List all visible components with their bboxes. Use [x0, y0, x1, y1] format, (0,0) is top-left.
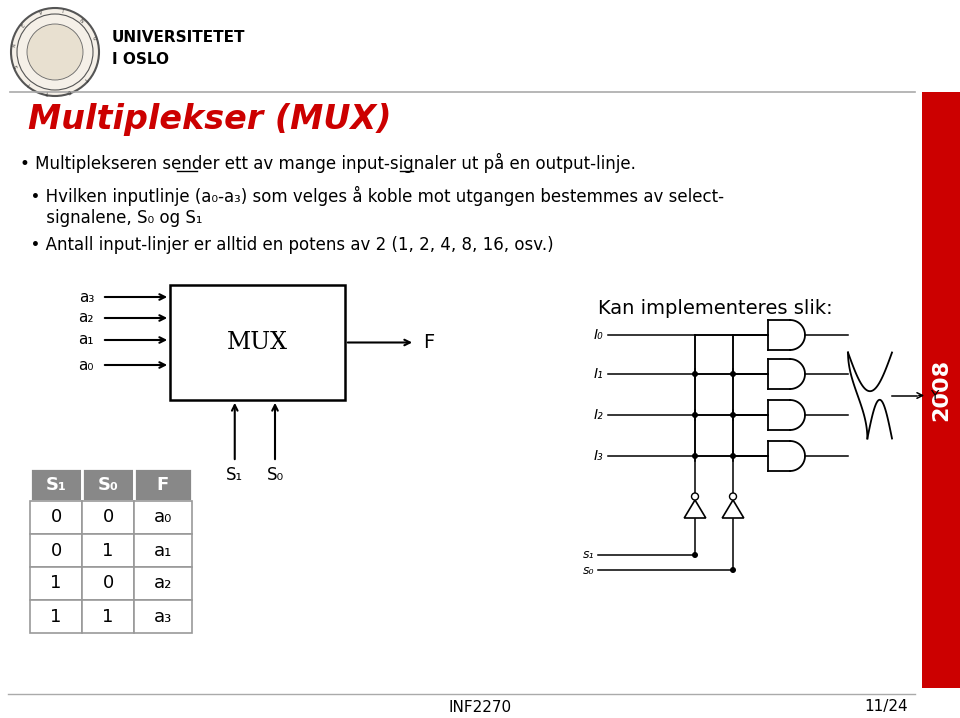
Text: I OSLO: I OSLO [112, 52, 169, 67]
Circle shape [11, 8, 99, 96]
Text: S: S [13, 64, 19, 68]
Text: a₂: a₂ [154, 574, 172, 592]
Text: Kan implementeres slik:: Kan implementeres slik: [598, 299, 832, 317]
Text: • Multiplekseren sender ett av mange input-signaler ut på en output-linje.: • Multiplekseren sender ett av mange inp… [20, 153, 636, 173]
Text: 0: 0 [103, 508, 113, 526]
Bar [30, 534, 82, 567]
Text: 11/24: 11/24 [864, 699, 908, 714]
Bar [134, 468, 192, 501]
Text: a₃: a₃ [154, 607, 172, 625]
Bar [82, 567, 134, 600]
Bar [134, 501, 192, 534]
Circle shape [730, 493, 736, 500]
Text: S₀: S₀ [266, 466, 283, 484]
Bar [134, 600, 192, 633]
Text: • Hvilken inputlinje (a₀-a₃) som velges å koble mot utgangen bestemmes av select: • Hvilken inputlinje (a₀-a₃) som velges … [20, 186, 724, 206]
Bar [82, 468, 134, 501]
Circle shape [691, 493, 699, 500]
Bar [30, 600, 82, 633]
Text: S₁: S₁ [45, 475, 66, 493]
Text: Y: Y [930, 388, 938, 403]
Text: E: E [66, 88, 71, 93]
Bar [134, 567, 192, 600]
Text: U: U [90, 35, 96, 40]
Text: I: I [27, 81, 31, 86]
Text: I₁: I₁ [593, 367, 603, 381]
Text: a₁: a₁ [79, 332, 94, 348]
Circle shape [692, 412, 698, 418]
Text: E: E [21, 23, 27, 29]
Text: 1: 1 [50, 574, 61, 592]
Text: I₀: I₀ [593, 328, 603, 342]
Text: UNIVERSITETET: UNIVERSITETET [112, 29, 246, 45]
Text: 1: 1 [103, 541, 113, 559]
Text: F: F [423, 333, 434, 352]
Text: 0: 0 [50, 508, 61, 526]
Text: I: I [60, 9, 63, 14]
Text: s₀: s₀ [583, 564, 594, 577]
Bar [82, 534, 134, 567]
Text: INF2270: INF2270 [448, 699, 512, 714]
Circle shape [692, 371, 698, 377]
Text: • Antall input-linjer er alltid en potens av 2 (1, 2, 4, 8, 16, osv.): • Antall input-linjer er alltid en poten… [20, 236, 554, 254]
Bar [134, 534, 192, 567]
Text: T: T [46, 90, 50, 95]
Text: 0: 0 [50, 541, 61, 559]
Text: V: V [38, 11, 43, 17]
Text: signalene, S₀ og S₁: signalene, S₀ og S₁ [20, 209, 203, 227]
Circle shape [730, 453, 736, 459]
Text: R: R [12, 43, 17, 47]
Text: 0: 0 [103, 574, 113, 592]
Text: I₃: I₃ [593, 449, 603, 463]
Text: N: N [79, 17, 84, 24]
Bar [170, 285, 345, 400]
Text: 1: 1 [103, 607, 113, 625]
Text: s₁: s₁ [583, 549, 594, 561]
Bar [30, 468, 82, 501]
Text: F: F [156, 475, 169, 493]
Text: a₀: a₀ [79, 358, 94, 373]
Bar [30, 501, 82, 534]
Circle shape [730, 567, 736, 573]
Circle shape [730, 371, 736, 377]
Text: S₁: S₁ [227, 466, 243, 484]
Text: a₀: a₀ [154, 508, 172, 526]
Bar [82, 600, 134, 633]
Text: T: T [84, 75, 89, 81]
Text: a₁: a₁ [154, 541, 172, 559]
Circle shape [730, 412, 736, 418]
Text: a₃: a₃ [79, 289, 94, 304]
Bar [30, 567, 82, 600]
Text: I₂: I₂ [593, 408, 603, 422]
Circle shape [692, 552, 698, 558]
Text: 2008: 2008 [931, 359, 951, 421]
Text: MUX: MUX [227, 331, 288, 354]
Text: S₀: S₀ [98, 475, 118, 493]
Bar [922, 92, 960, 688]
Text: a₂: a₂ [79, 310, 94, 325]
Circle shape [692, 453, 698, 459]
Text: 1: 1 [50, 607, 61, 625]
Circle shape [27, 24, 83, 80]
Bar [82, 501, 134, 534]
Text: Multiplekser (MUX): Multiplekser (MUX) [28, 103, 392, 136]
